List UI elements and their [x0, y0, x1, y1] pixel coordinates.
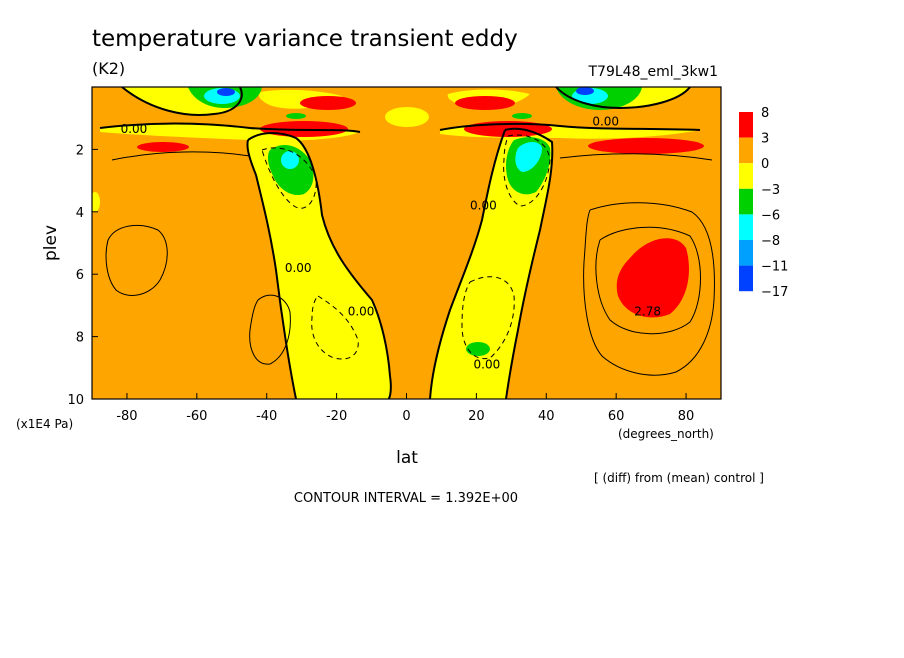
diff-note: [ (diff) from (mean) control ] [594, 471, 764, 485]
cyan-region-left [281, 151, 299, 169]
legend-swatch [739, 188, 753, 215]
dashed-contour-right-upper [503, 134, 551, 207]
legend-level-label: −8 [761, 234, 780, 249]
x-tick-label: -40 [256, 409, 277, 424]
zero-contour-top-left [99, 87, 361, 133]
legend-swatch [739, 214, 753, 240]
chart-units: (K2) [92, 59, 125, 78]
legend-swatch [739, 265, 753, 292]
y-axis-label: plev [41, 225, 61, 261]
y-tick-label: 4 [76, 206, 84, 221]
background-field [92, 87, 721, 399]
thin-contour-right-red [595, 226, 701, 335]
dashed-contour-left-column [311, 295, 359, 360]
thin-contour-left-outer [105, 224, 168, 296]
zero-contour-right-column [429, 127, 554, 399]
red-region-right-band [588, 138, 704, 154]
red-region-left-top [300, 96, 356, 110]
chart-title: temperature variance transient eddy [92, 26, 518, 52]
contour-label: 0.00 [348, 305, 375, 319]
y-tick-label: 6 [76, 268, 84, 283]
yellow-region-center-top [385, 107, 429, 127]
thin-contour-right-outer [583, 202, 715, 376]
contour-label: 0.00 [121, 122, 148, 136]
dashed-contour-right-column [461, 276, 515, 360]
legend-level-label: 3 [761, 132, 769, 147]
y-tick-label: 10 [67, 393, 84, 408]
contour-interval: CONTOUR INTERVAL = 1.392E+00 [294, 491, 518, 506]
green-region-band-right [512, 113, 532, 119]
zero-contour-left-column [246, 132, 392, 399]
yellow-region-right-column [430, 128, 553, 399]
x-tick-label: 0 [402, 409, 410, 424]
green-region-left-column [267, 145, 314, 196]
yellow-region-left-edge [92, 192, 100, 212]
cyan-region-right [515, 142, 542, 172]
x-tick-label: 80 [678, 409, 695, 424]
legend-level-label: −6 [761, 208, 780, 223]
contour-labels: 0.00 0.00 0.00 0.00 0.00 0.00 2.78 [121, 114, 661, 371]
contour-label: 2.78 [634, 305, 661, 319]
thin-contour-left-lower [249, 294, 291, 365]
contour-label: 0.00 [285, 261, 312, 275]
green-region-band-left [286, 113, 306, 119]
legend-swatch [739, 240, 753, 266]
red-region-left-band [137, 142, 189, 152]
x-tick-label: 60 [608, 409, 625, 424]
x-axis: -80 -60 -40 -20 0 20 40 60 80 [116, 393, 694, 424]
x-tick-label: 40 [538, 409, 555, 424]
legend-swatch [739, 137, 753, 164]
legend-level-label: 0 [761, 157, 769, 172]
x-tick-label: -20 [326, 409, 347, 424]
legend-swatch [739, 163, 753, 189]
red-region-large-right [616, 238, 689, 318]
run-label: T79L48_eml_3kw1 [588, 64, 719, 80]
legend-level-label: −3 [761, 183, 780, 198]
y-axis: 2 4 6 8 10 [67, 143, 98, 408]
contour-label: 0.00 [474, 358, 501, 372]
x-axis-label: lat [396, 448, 418, 468]
thin-contour-top-band [111, 151, 713, 161]
legend-swatch [739, 112, 753, 138]
contour-label: 0.00 [470, 199, 497, 213]
legend-level-label: −17 [761, 285, 788, 300]
plot-area: 0.00 0.00 0.00 0.00 0.00 0.00 2.78 [92, 87, 721, 399]
blue-region-top-left [217, 88, 235, 96]
green-region-lower-right [466, 342, 490, 356]
yellow-region-left-column [247, 133, 391, 399]
contour-lines [99, 87, 715, 399]
blue-region-top-right [576, 87, 594, 95]
x-tick-label: 20 [468, 409, 485, 424]
legend-level-label: −11 [761, 260, 788, 275]
x-axis-units: (degrees_north) [618, 427, 714, 441]
y-tick-label: 8 [76, 331, 84, 346]
dashed-contour-left-upper [261, 147, 317, 209]
legend-level-label: 8 [761, 106, 769, 121]
red-region-right-top [455, 96, 515, 110]
y-tick-label: 2 [76, 143, 84, 158]
color-legend: 8 3 0 −3 −6 −8 −11 −17 [739, 106, 788, 300]
dashed-contours [261, 134, 551, 360]
contour-label: 0.00 [592, 114, 619, 128]
x-tick-label: -60 [186, 409, 207, 424]
x-tick-label: -80 [116, 409, 137, 424]
zero-contour-top-right [439, 87, 701, 131]
y-axis-units: (x1E4 Pa) [16, 417, 73, 431]
